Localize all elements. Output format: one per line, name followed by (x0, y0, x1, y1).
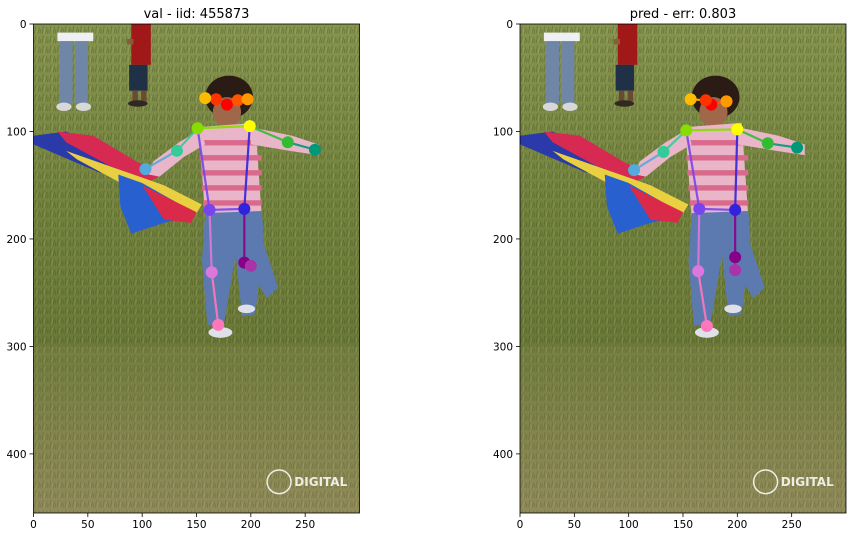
keypoint-left-wrist (791, 141, 804, 154)
keypoint-left-hip (238, 202, 251, 215)
keypoint-right-wrist (139, 163, 152, 176)
y-tick-label: 400 (493, 449, 513, 461)
x-tick-label: 250 (295, 519, 315, 531)
keypoint-right-ear (684, 93, 697, 106)
keypoint-right-shoulder (680, 124, 693, 137)
keypoint-left-ear (720, 95, 733, 108)
limb-left-shoulder-to-left-elbow (249, 125, 289, 144)
keypoint-right-ear (199, 92, 212, 105)
keypoint-right-eye (699, 94, 712, 107)
keypoint-right-wrist (628, 164, 641, 177)
watermark-text: DIGITAL (294, 475, 347, 489)
x-tick-label: 0 (30, 519, 37, 531)
y-tick-label: 300 (493, 341, 513, 353)
x-tick-label: 100 (132, 519, 152, 531)
keypoint-right-knee (692, 265, 705, 278)
y-tick-label: 0 (506, 19, 513, 31)
keypoint-right-knee (205, 266, 218, 279)
keypoint-right-hip (693, 202, 706, 215)
keypoint-left-ankle (729, 264, 742, 277)
keypoint-left-shoulder (243, 120, 256, 133)
x-tick-label: 0 (517, 519, 524, 531)
limb-right-knee-to-right-ankle (210, 272, 220, 326)
y-tick-label: 100 (6, 126, 26, 138)
keypoint-left-shoulder (731, 123, 744, 136)
y-tick-label: 0 (20, 19, 27, 31)
x-tick-label: 50 (81, 519, 94, 531)
y-tick-label: 200 (6, 234, 26, 246)
limb-left-shoulder-to-right-shoulder (197, 124, 250, 130)
chart-title: pred - err: 0.803 (630, 7, 736, 22)
chart-title: val - iid: 455873 (144, 7, 250, 22)
keypoint-left-eye (231, 94, 244, 107)
limb-left-shoulder-to-right-shoulder (686, 128, 738, 132)
limb-left-shoulder-to-left-hip (243, 126, 251, 209)
watermark-text: DIGITAL (781, 475, 834, 489)
limb-right-hip-to-right-knee (208, 209, 213, 273)
limb-right-elbow-to-right-wrist (144, 149, 178, 171)
keypoint-nose (220, 98, 233, 111)
x-tick-label: 50 (568, 519, 581, 531)
x-tick-label: 250 (782, 519, 802, 531)
keypoint-left-knee (729, 251, 742, 264)
keypoint-right-elbow (657, 145, 670, 158)
keypoint-right-hip (203, 203, 216, 216)
limb-right-shoulder-to-right-hip (685, 130, 701, 210)
y-tick-label: 300 (6, 341, 26, 353)
keypoint-right-ankle (212, 318, 225, 331)
limb-right-hip-to-right-knee (697, 208, 701, 272)
y-tick-label: 400 (6, 449, 26, 461)
keypoint-left-wrist (308, 143, 321, 156)
photo-image (519, 23, 847, 514)
limb-right-knee-to-right-ankle (697, 271, 708, 327)
keypoint-left-elbow (281, 136, 294, 149)
x-tick-label: 150 (673, 519, 693, 531)
panel-2: DIGITAL pred - err: 0.803 0 50 100 150 200 250 0… (493, 7, 847, 531)
keypoint-left-hip (729, 203, 742, 216)
photo-image (32, 23, 361, 514)
keypoint-right-ankle (700, 319, 713, 332)
x-tick-label: 200 (727, 519, 747, 531)
keypoint-right-elbow (170, 144, 183, 157)
keypoint-right-eye (210, 93, 223, 106)
limb-right-shoulder-to-right-hip (196, 128, 211, 211)
x-tick-label: 100 (619, 519, 639, 531)
y-tick-label: 100 (493, 126, 513, 138)
keypoint-right-shoulder (191, 122, 204, 135)
limb-left-shoulder-to-left-hip (734, 129, 739, 210)
y-tick-label: 200 (493, 234, 513, 246)
keypoint-left-ear (241, 93, 254, 106)
x-tick-label: 200 (241, 519, 261, 531)
panel-1: DIGITAL val - iid: 455873 0 50 100 150 200 250 0… (6, 7, 361, 531)
keypoint-left-ankle (244, 259, 257, 272)
keypoint-left-elbow (761, 137, 774, 150)
x-tick-label: 150 (186, 519, 206, 531)
